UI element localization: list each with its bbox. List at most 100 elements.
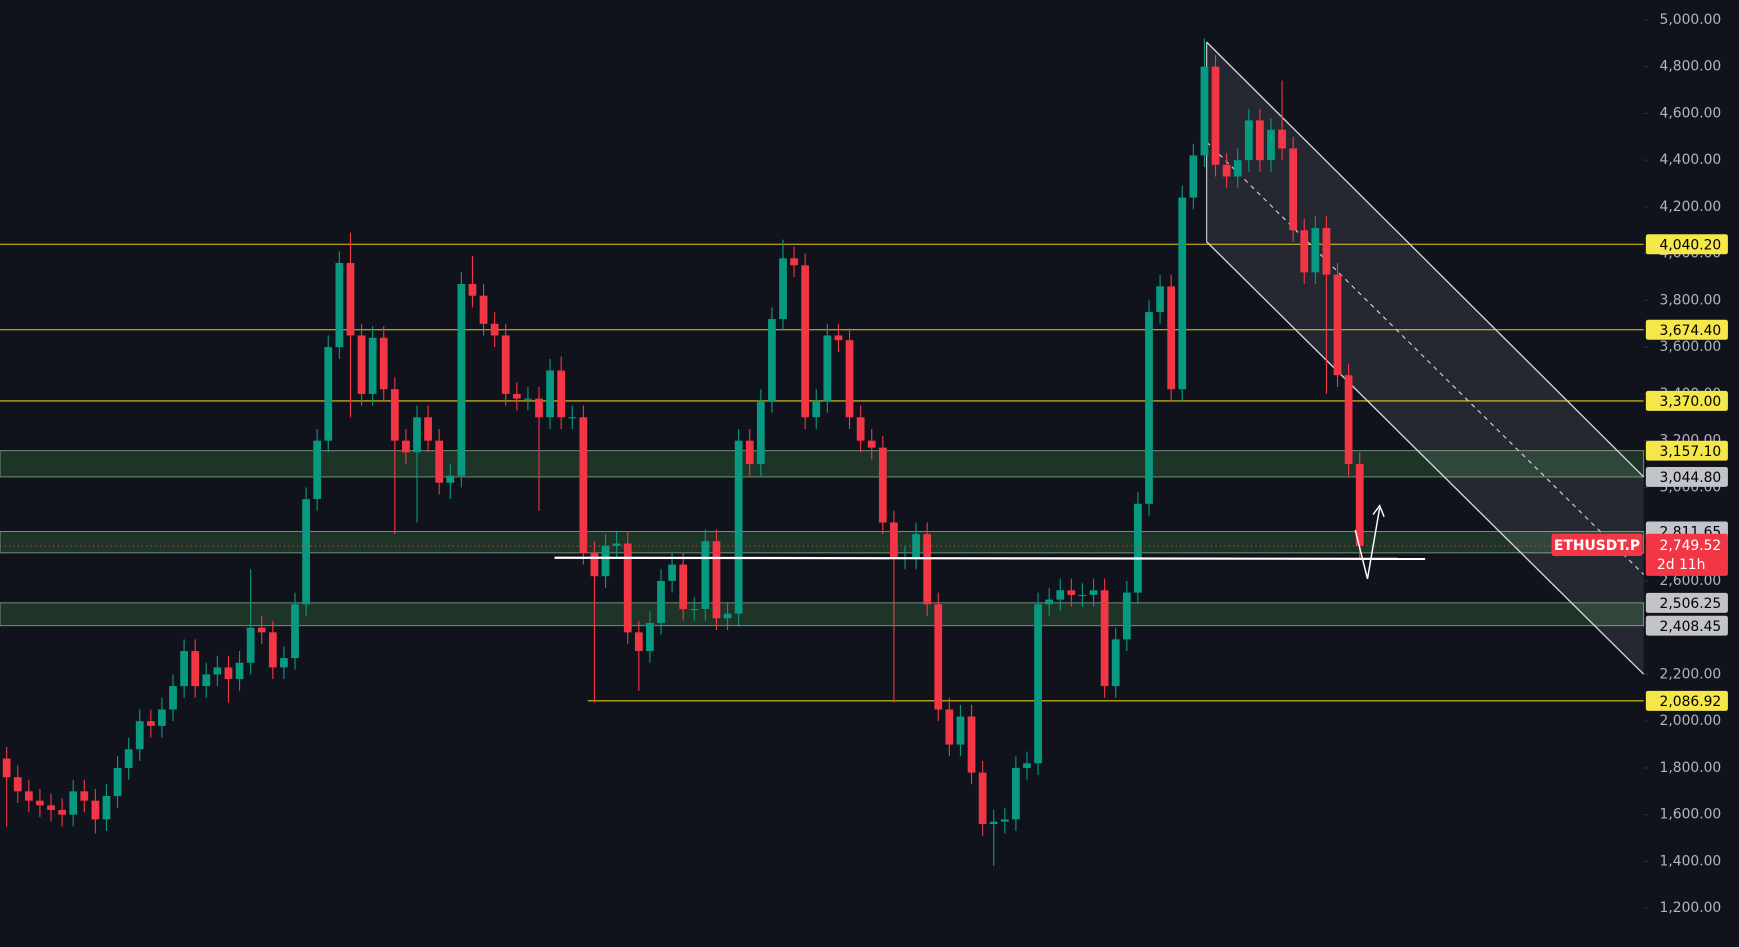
candle-body <box>601 545 610 577</box>
candle-body <box>1034 604 1042 764</box>
candle-body <box>91 800 100 820</box>
candle-body <box>246 627 255 663</box>
y-tick-label: 3,600.00 <box>1660 339 1722 355</box>
candle-body <box>934 604 943 710</box>
candle-body <box>58 810 66 815</box>
candle-body <box>302 499 310 605</box>
candle-body <box>47 805 55 811</box>
candle-body <box>756 400 765 465</box>
candle-body <box>235 662 244 680</box>
level-badge <box>1645 592 1728 613</box>
candle-body <box>1222 164 1231 177</box>
symbol-label: ETHUSDT.P <box>1554 538 1640 554</box>
candle-body <box>13 777 22 792</box>
y-tick-label: 1,400.00 <box>1660 853 1722 869</box>
candle-body <box>490 323 499 336</box>
symbol-badge <box>1551 533 1643 556</box>
candle-body <box>1000 819 1009 822</box>
candle-body <box>36 800 44 806</box>
annotations <box>554 504 1426 580</box>
candle-body <box>1078 594 1087 597</box>
y-tick-label: 3,800.00 <box>1660 292 1722 308</box>
candle-body <box>191 651 200 687</box>
candle-body <box>357 335 366 394</box>
support-line <box>554 556 1426 560</box>
price-axis: 1,200.00 1,400.00 1,600.00 1,800.00 2,000.00… <box>0 12 1728 916</box>
candle-body <box>978 772 987 825</box>
candle-body <box>346 262 355 336</box>
level-badge <box>1645 690 1728 711</box>
level-badge <box>1645 390 1728 411</box>
candle-body <box>1233 160 1242 177</box>
candle-body <box>1178 197 1187 390</box>
candle-body <box>424 417 432 441</box>
candle-body <box>135 721 144 750</box>
level-badge <box>1645 234 1728 255</box>
countdown-label: 2d 11h <box>1657 557 1705 573</box>
candle-body <box>80 791 89 801</box>
channel <box>1206 41 1645 675</box>
candle-body <box>646 622 654 652</box>
candle-body <box>1122 592 1131 640</box>
candle-body <box>967 716 976 773</box>
candle-body <box>579 417 588 553</box>
candle-body <box>1189 155 1198 198</box>
y-tick-label: 4,600.00 <box>1660 105 1722 121</box>
candle-body <box>1322 227 1331 275</box>
candle-body <box>1156 286 1164 313</box>
candle-body <box>590 552 599 577</box>
candle-body <box>945 709 954 745</box>
candle-body <box>313 440 322 500</box>
level-label: 3,157.10 <box>1660 444 1722 460</box>
candle-body <box>1100 590 1109 687</box>
candle-body <box>956 716 965 745</box>
level-label: 3,044.80 <box>1660 470 1722 486</box>
candle-body <box>1045 599 1054 605</box>
candle-body <box>113 767 122 796</box>
y-tick-label: 1,800.00 <box>1660 760 1722 776</box>
level-badge <box>1645 466 1728 487</box>
candle-body <box>1244 120 1253 161</box>
candle-body <box>169 686 177 710</box>
candle-body <box>1134 503 1142 593</box>
candle-body <box>69 791 78 815</box>
level-label: 2,408.45 <box>1660 619 1722 635</box>
candle-body <box>546 370 554 418</box>
candle-body <box>634 632 643 652</box>
candle-body <box>657 580 665 623</box>
channel-lower <box>1206 241 1645 675</box>
candle-body <box>1067 590 1076 595</box>
candle-body <box>1311 227 1320 273</box>
candle-body <box>280 658 288 668</box>
candle-body <box>146 721 155 726</box>
candle-body <box>224 667 233 680</box>
level-label: 3,674.40 <box>1660 323 1722 339</box>
candle-body <box>989 821 998 825</box>
candle-body <box>1278 129 1286 149</box>
candle-body <box>823 335 832 401</box>
candle-body <box>745 440 754 465</box>
level-badge <box>1645 615 1728 636</box>
candle-body <box>479 295 488 324</box>
candle-body <box>867 440 876 448</box>
candle-body <box>723 613 732 619</box>
y-tick-label: 4,400.00 <box>1660 152 1722 168</box>
candle-body <box>457 284 466 476</box>
zone <box>0 602 1645 627</box>
candle-body <box>1267 129 1275 161</box>
y-tick-label: 2,000.00 <box>1660 713 1722 729</box>
last-price-badge <box>1645 533 1728 576</box>
zone <box>0 530 1645 554</box>
candle-body <box>368 337 377 394</box>
candle-body <box>102 795 111 820</box>
candle-body <box>812 400 821 418</box>
candle-body <box>435 440 444 483</box>
candle-body <box>623 543 632 633</box>
candle-body <box>834 335 843 341</box>
arrow-head <box>1372 504 1385 518</box>
level-label: 2,506.25 <box>1660 596 1722 612</box>
candle-body <box>790 258 798 266</box>
candle-body <box>501 335 510 394</box>
candle-body <box>1167 286 1176 390</box>
